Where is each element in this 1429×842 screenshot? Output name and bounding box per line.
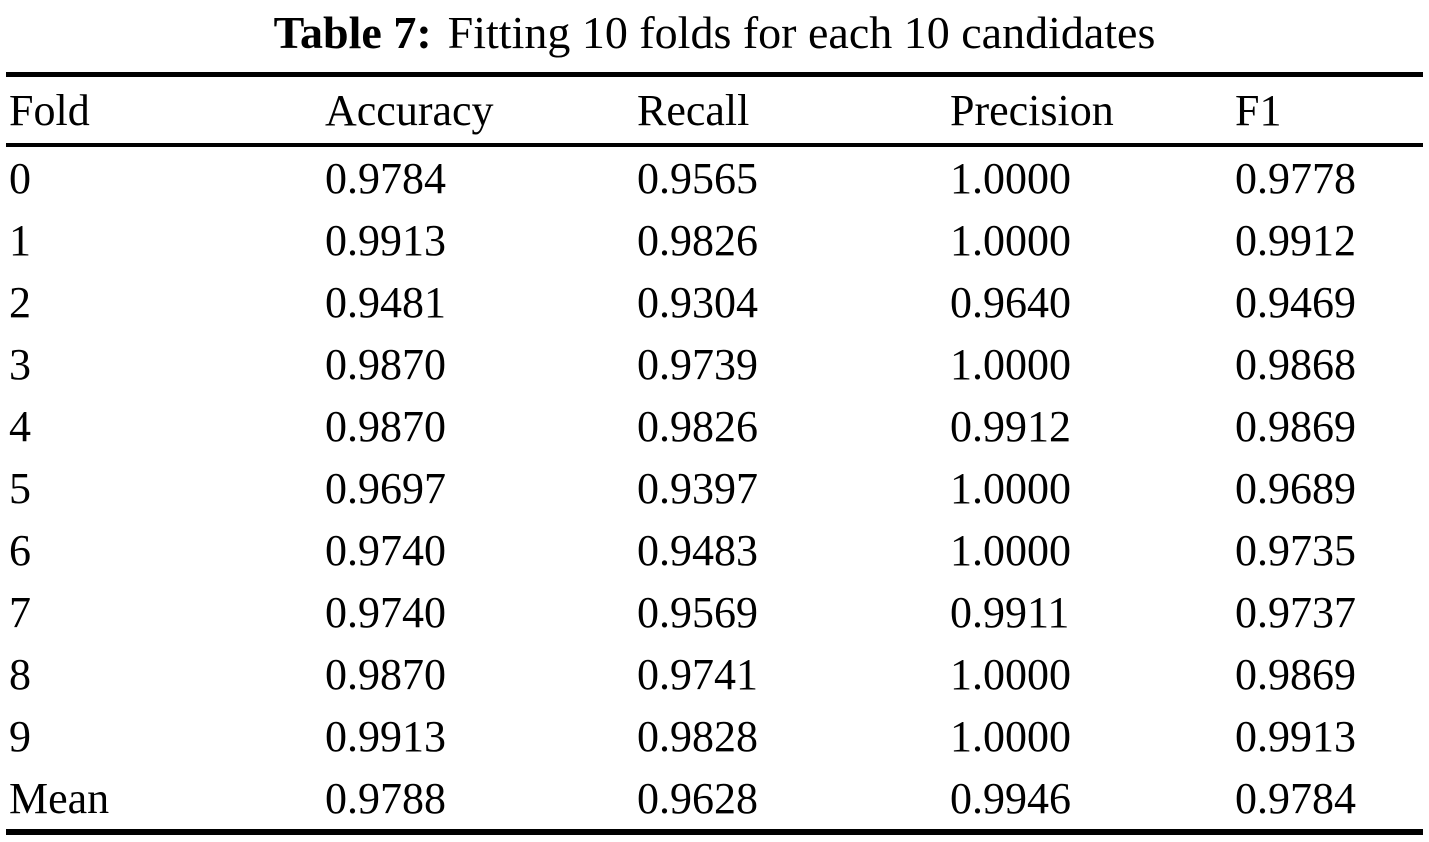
cell-precision: 0.9640: [950, 277, 1071, 327]
cell-f1: 0.9689: [1235, 463, 1356, 513]
column-header-precision: Precision: [950, 74, 1235, 147]
cell-accuracy: 0.9788: [325, 773, 446, 823]
table-caption-label: Table 7:: [273, 7, 432, 58]
cell-accuracy: 0.9870: [325, 339, 446, 389]
cell-f1: 0.9869: [1235, 649, 1356, 699]
cell-fold: 8: [9, 649, 31, 699]
results-table: Fold Accuracy Recall Precision F1 0 0.97…: [6, 72, 1423, 835]
table-header-row: Fold Accuracy Recall Precision F1: [6, 74, 1423, 147]
cell-fold: 1: [9, 215, 31, 265]
table-row: 9 0.9913 0.9828 1.0000 0.9913: [6, 705, 1423, 767]
cell-recall: 0.9565: [637, 153, 758, 203]
cell-precision: 1.0000: [950, 525, 1071, 575]
cell-fold: 2: [9, 277, 31, 327]
cell-f1: 0.9469: [1235, 277, 1356, 327]
cell-precision: 1.0000: [950, 711, 1071, 761]
table-row: 4 0.9870 0.9826 0.9912 0.9869: [6, 395, 1423, 457]
cell-precision: 0.9912: [950, 401, 1071, 451]
cell-recall: 0.9826: [637, 215, 758, 265]
column-header-f1: F1: [1235, 74, 1423, 147]
cell-fold: 3: [9, 339, 31, 389]
cell-precision: 0.9946: [950, 773, 1071, 823]
table-row-mean: Mean 0.9788 0.9628 0.9946 0.9784: [6, 767, 1423, 832]
cell-fold: Mean: [9, 773, 110, 823]
cell-recall: 0.9569: [637, 587, 758, 637]
table-row: 6 0.9740 0.9483 1.0000 0.9735: [6, 519, 1423, 581]
cell-recall: 0.9739: [637, 339, 758, 389]
cell-f1: 0.9735: [1235, 525, 1356, 575]
cell-recall: 0.9828: [637, 711, 758, 761]
cell-fold: 7: [9, 587, 31, 637]
cell-fold: 4: [9, 401, 31, 451]
cell-accuracy: 0.9740: [325, 525, 446, 575]
cell-recall: 0.9483: [637, 525, 758, 575]
column-header-fold: Fold: [6, 74, 325, 147]
cell-accuracy: 0.9870: [325, 649, 446, 699]
cell-accuracy: 0.9481: [325, 277, 446, 327]
cell-fold: 0: [9, 153, 31, 203]
column-header-recall: Recall: [637, 74, 950, 147]
table-row: 3 0.9870 0.9739 1.0000 0.9868: [6, 333, 1423, 395]
table-caption-text: Fitting 10 folds for each 10 candidates: [447, 7, 1156, 58]
cell-fold: 9: [9, 711, 31, 761]
cell-accuracy: 0.9784: [325, 153, 446, 203]
cell-f1: 0.9869: [1235, 401, 1356, 451]
cell-f1: 0.9737: [1235, 587, 1356, 637]
cell-precision: 1.0000: [950, 463, 1071, 513]
cell-f1: 0.9778: [1235, 153, 1356, 203]
cell-precision: 1.0000: [950, 153, 1071, 203]
cell-precision: 1.0000: [950, 649, 1071, 699]
cell-precision: 1.0000: [950, 215, 1071, 265]
cell-f1: 0.9868: [1235, 339, 1356, 389]
cell-accuracy: 0.9913: [325, 215, 446, 265]
cell-f1: 0.9912: [1235, 215, 1356, 265]
table-row: 5 0.9697 0.9397 1.0000 0.9689: [6, 457, 1423, 519]
table-row: 0 0.9784 0.9565 1.0000 0.9778: [6, 145, 1423, 209]
table-row: 2 0.9481 0.9304 0.9640 0.9469: [6, 271, 1423, 333]
cell-f1: 0.9784: [1235, 773, 1356, 823]
table-row: 7 0.9740 0.9569 0.9911 0.9737: [6, 581, 1423, 643]
cell-precision: 0.9911: [950, 587, 1070, 637]
table-caption: Table 7: Fitting 10 folds for each 10 can…: [0, 0, 1429, 66]
cell-accuracy: 0.9740: [325, 587, 446, 637]
cell-f1: 0.9913: [1235, 711, 1356, 761]
cell-accuracy: 0.9870: [325, 401, 446, 451]
cell-accuracy: 0.9913: [325, 711, 446, 761]
column-header-accuracy: Accuracy: [325, 74, 637, 147]
cell-fold: 6: [9, 525, 31, 575]
cell-recall: 0.9397: [637, 463, 758, 513]
table-row: 1 0.9913 0.9826 1.0000 0.9912: [6, 209, 1423, 271]
cell-accuracy: 0.9697: [325, 463, 446, 513]
cell-recall: 0.9628: [637, 773, 758, 823]
cell-recall: 0.9304: [637, 277, 758, 327]
cell-precision: 1.0000: [950, 339, 1071, 389]
cell-recall: 0.9741: [637, 649, 758, 699]
cell-recall: 0.9826: [637, 401, 758, 451]
cell-fold: 5: [9, 463, 31, 513]
table-row: 8 0.9870 0.9741 1.0000 0.9869: [6, 643, 1423, 705]
